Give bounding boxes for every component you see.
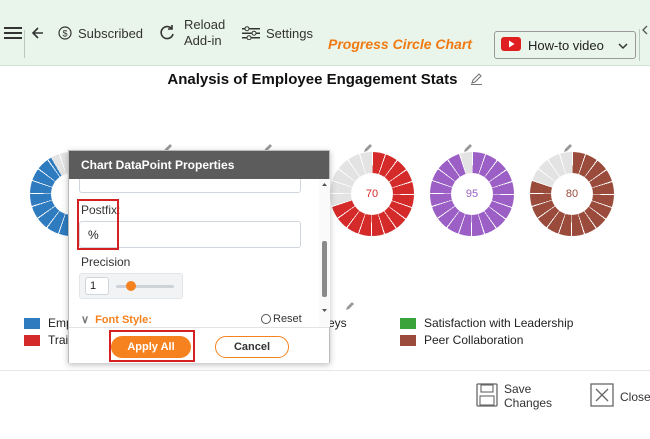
subscribed-button[interactable]: $ Subscribed xyxy=(58,0,143,66)
reload-icon xyxy=(158,24,176,42)
cancel-button[interactable]: Cancel xyxy=(215,336,289,358)
close-button[interactable]: Close xyxy=(590,383,650,410)
edit-pencil-icon[interactable] xyxy=(163,140,173,152)
donut-chart-5[interactable]: 80 xyxy=(530,152,614,236)
legend-swatch xyxy=(400,317,416,329)
legend-item-satisfaction[interactable]: Satisfaction with Leadership xyxy=(400,316,573,330)
legend-swatch xyxy=(400,334,416,346)
save-changes-button[interactable]: Save Changes xyxy=(476,382,552,410)
postfix-label: Postfix: xyxy=(81,203,121,217)
font-style-section[interactable]: ∨ Font Style: xyxy=(81,314,152,326)
legend-item-peer[interactable]: Peer Collaboration xyxy=(400,333,523,347)
reload-addin-button[interactable]: Reload Add-in xyxy=(158,0,225,66)
howto-video-dropdown[interactable]: How-to video xyxy=(494,31,636,59)
postfix-input[interactable]: % xyxy=(79,221,301,248)
legend-swatch xyxy=(24,317,40,329)
subscribed-label: Subscribed xyxy=(78,25,144,41)
font-style-label: Font Style: xyxy=(95,314,152,326)
reset-option[interactable]: Reset xyxy=(261,313,302,325)
edit-pencil-icon[interactable] xyxy=(563,140,573,152)
reload-label-line1: Reload xyxy=(184,17,226,32)
legend-label: Peer Collaboration xyxy=(424,333,524,347)
settings-button[interactable]: Settings xyxy=(242,0,313,66)
top-field-input[interactable] xyxy=(79,179,301,193)
youtube-play-icon xyxy=(501,36,521,54)
legend-item-employee[interactable]: Emp xyxy=(24,316,73,330)
back-arrow-icon[interactable] xyxy=(30,0,44,66)
edit-pencil-icon[interactable] xyxy=(263,140,273,152)
chart-datapoint-properties-dialog: Chart DataPoint Properties Postfix: % Pr… xyxy=(68,150,330,363)
precision-slider[interactable] xyxy=(116,281,174,291)
edit-pencil-icon[interactable] xyxy=(363,140,373,152)
chart-title-text: Analysis of Employee Engagement Stats xyxy=(167,71,458,88)
radio-circle-icon xyxy=(261,314,271,325)
dialog-body: Postfix: % Precision 1 ∨ Font Style: Rese… xyxy=(69,179,319,327)
collapse-arrow-icon[interactable] xyxy=(641,0,649,60)
dialog-footer: Apply All Cancel xyxy=(69,327,329,363)
edit-pencil-icon[interactable] xyxy=(470,72,483,89)
legend-label: Satisfaction with Leadership xyxy=(424,316,574,330)
svg-text:$: $ xyxy=(62,29,67,39)
slider-handle[interactable] xyxy=(126,281,136,291)
dollar-circle-icon: $ xyxy=(58,26,72,40)
postfix-highlight-frame xyxy=(77,199,119,250)
save-disk-icon xyxy=(476,382,498,410)
edit-pencil-icon[interactable] xyxy=(345,298,355,310)
precision-label: Precision xyxy=(81,255,131,269)
donut-value-label: 80 xyxy=(551,173,593,215)
reset-label: Reset xyxy=(273,313,302,325)
footer-divider xyxy=(0,370,650,371)
dialog-scrollbar[interactable] xyxy=(319,179,330,327)
precision-control: 1 xyxy=(79,273,183,299)
dialog-title: Chart DataPoint Properties xyxy=(69,151,329,179)
toolbar-divider xyxy=(24,30,25,58)
howto-label: How-to video xyxy=(528,37,604,53)
brand-title: Progress Circle Chart xyxy=(328,36,472,52)
settings-sliders-icon xyxy=(242,26,260,40)
toolbar-divider xyxy=(639,29,640,61)
edit-pencil-icon[interactable] xyxy=(463,140,473,152)
precision-value: 1 xyxy=(90,280,97,292)
settings-label: Settings xyxy=(266,25,313,41)
apply-all-button[interactable]: Apply All xyxy=(111,336,191,358)
close-x-icon xyxy=(590,383,614,410)
hamburger-menu-icon[interactable] xyxy=(4,0,22,66)
legend-item-training[interactable]: Trai xyxy=(24,333,68,347)
donut-chart-4[interactable]: 95 xyxy=(430,152,514,236)
apply-highlight-frame xyxy=(109,330,195,362)
reload-label-line2: Add-in xyxy=(184,33,222,48)
legend-swatch xyxy=(24,334,40,346)
legend-label: Emp xyxy=(48,316,73,330)
save-label-line2: Changes xyxy=(504,396,553,410)
legend-label: Trai xyxy=(48,333,69,347)
save-label-line1: Save xyxy=(504,382,532,396)
donut-chart-3[interactable]: 70 xyxy=(330,152,414,236)
chevron-down-icon xyxy=(618,38,628,53)
donut-value-label: 95 xyxy=(451,173,493,215)
toolbar: $ Subscribed Reload Add-in Settings Prog… xyxy=(0,0,650,66)
precision-input[interactable]: 1 xyxy=(85,277,109,295)
donut-value-label: 70 xyxy=(351,173,393,215)
chart-title: Analysis of Employee Engagement Stats xyxy=(0,71,650,89)
close-label: Close xyxy=(620,389,650,404)
postfix-value: % xyxy=(88,228,99,242)
